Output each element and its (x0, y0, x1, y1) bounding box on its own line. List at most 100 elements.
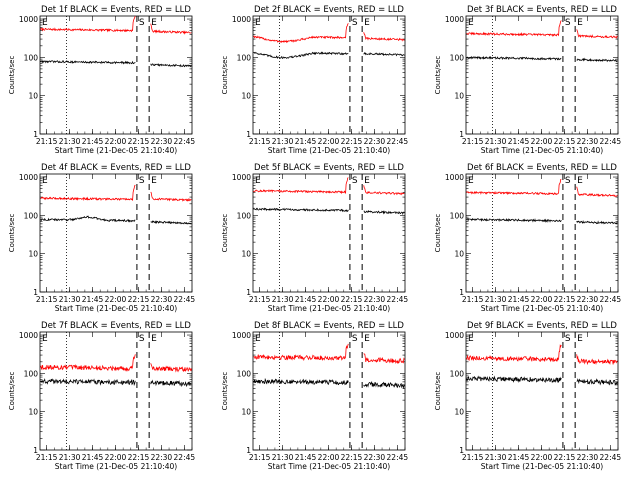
x-tick-label: 22:00 (105, 137, 127, 146)
y-axis-label: Counts/sec (221, 214, 229, 253)
y-tick-label: 100 (24, 53, 39, 62)
plot-frame (252, 331, 406, 451)
lld-series-line (150, 363, 192, 373)
lld-series-line (150, 23, 192, 35)
x-tick-label: 21:45 (508, 295, 530, 304)
chart-title: Det 1f BLACK = Events, RED = LLD (41, 5, 191, 15)
x-tick-label: 22:45 (174, 295, 196, 304)
x-tick-label: 21:15 (249, 453, 271, 462)
marker-label-e: E (151, 334, 157, 344)
x-tick-label: 21:30 (485, 137, 507, 146)
plot-frame (39, 331, 193, 451)
x-axis-label: Start Time (21-Dec-05 21:10:40) (481, 462, 603, 471)
y-tick-label: 100 (450, 211, 465, 220)
plot-frame (465, 15, 619, 135)
lld-series-line (363, 185, 405, 196)
x-tick-label: 22:15 (341, 295, 363, 304)
y-tick-label: 10 (28, 408, 38, 417)
y-tick-label: 1 (246, 130, 251, 139)
marker-label-s: S (352, 334, 358, 344)
x-tick-label: 22:00 (105, 295, 127, 304)
x-tick-label: 22:15 (554, 137, 576, 146)
plot-frame (252, 173, 406, 293)
x-tick-label: 21:30 (272, 295, 294, 304)
x-axis-label: Start Time (21-Dec-05 21:10:40) (55, 462, 177, 471)
x-tick-label: 22:30 (364, 453, 386, 462)
x-tick-label: 22:15 (128, 453, 150, 462)
y-axis-label: Counts/sec (434, 372, 442, 411)
marker-label-e: E (577, 176, 583, 186)
y-tick-label: 1000 (19, 15, 38, 24)
y-tick-label: 1000 (445, 15, 464, 24)
marker-label-e: E (364, 334, 370, 344)
x-axis-label: Start Time (21-Dec-05 21:10:40) (268, 462, 390, 471)
y-tick-label: 1 (459, 446, 464, 455)
corner-label: E (255, 176, 261, 186)
y-tick-label: 10 (454, 250, 464, 259)
x-axis-label: Start Time (21-Dec-05 21:10:40) (481, 146, 603, 155)
events-series-line (363, 210, 405, 216)
events-series-line (40, 378, 136, 387)
y-tick-label: 10 (241, 250, 251, 259)
chart-panel-8: Det 8f BLACK = Events, RED = LLD 1 10 100 10… (221, 321, 408, 471)
y-tick-label: 100 (24, 369, 39, 378)
y-axis-label: Counts/sec (434, 214, 442, 253)
y-tick-label: 1000 (445, 173, 464, 182)
y-tick-label: 100 (237, 369, 252, 378)
marker-label-e: E (577, 18, 583, 28)
marker-label-s: S (565, 176, 571, 186)
x-tick-label: 21:45 (508, 453, 530, 462)
y-tick-label: 1 (246, 288, 251, 297)
x-tick-label: 21:30 (59, 453, 81, 462)
marker-label-s: S (565, 334, 571, 344)
corner-label: E (468, 176, 474, 186)
y-tick-label: 1000 (445, 331, 464, 340)
lld-series-line (40, 354, 136, 372)
x-tick-label: 21:45 (82, 453, 104, 462)
marker-label-e: E (364, 176, 370, 186)
y-tick-label: 1 (33, 446, 38, 455)
x-tick-label: 21:45 (295, 137, 317, 146)
events-series-line (466, 55, 562, 61)
y-axis-label: Counts/sec (8, 214, 16, 253)
marker-label-s: S (139, 176, 145, 186)
events-series-line (466, 217, 562, 223)
lld-series-line (40, 16, 136, 33)
events-series-line (576, 57, 618, 63)
x-tick-label: 22:15 (554, 453, 576, 462)
x-tick-label: 22:00 (105, 453, 127, 462)
chart-panel-3: Det 3f BLACK = Events, RED = LLD 1 10 100 10… (434, 5, 621, 155)
chart-title: Det 5f BLACK = Events, RED = LLD (254, 163, 404, 173)
chart-title: Det 2f BLACK = Events, RED = LLD (254, 5, 404, 15)
x-tick-label: 21:30 (485, 295, 507, 304)
y-tick-label: 1000 (19, 173, 38, 182)
chart-panel-4: Det 4f BLACK = Events, RED = LLD 1 10 100 10… (8, 163, 195, 313)
plot-frame (252, 15, 406, 135)
x-axis-label: Start Time (21-Dec-05 21:10:40) (481, 304, 603, 313)
x-tick-label: 21:30 (485, 453, 507, 462)
x-tick-label: 22:30 (364, 295, 386, 304)
x-tick-label: 22:00 (531, 137, 553, 146)
marker-label-s: S (139, 334, 145, 344)
x-tick-label: 21:15 (462, 295, 484, 304)
chart-title: Det 8f BLACK = Events, RED = LLD (254, 321, 404, 331)
x-tick-label: 21:45 (508, 137, 530, 146)
x-tick-label: 21:15 (249, 137, 271, 146)
lld-series-line (253, 343, 349, 362)
corner-label: E (255, 334, 261, 344)
x-axis-label: Start Time (21-Dec-05 21:10:40) (268, 146, 390, 155)
chart-title: Det 3f BLACK = Events, RED = LLD (467, 5, 617, 15)
y-tick-label: 10 (28, 92, 38, 101)
x-tick-label: 21:30 (272, 453, 294, 462)
x-tick-label: 22:45 (600, 453, 622, 462)
x-tick-label: 22:15 (341, 453, 363, 462)
chart-title: Det 9f BLACK = Events, RED = LLD (467, 321, 617, 331)
y-tick-label: 10 (241, 92, 251, 101)
marker-label-e: E (577, 334, 583, 344)
x-axis-label: Start Time (21-Dec-05 21:10:40) (55, 146, 177, 155)
x-tick-label: 21:15 (249, 295, 271, 304)
x-tick-label: 21:15 (462, 453, 484, 462)
plot-frame (465, 173, 619, 293)
marker-label-s: S (565, 18, 571, 28)
